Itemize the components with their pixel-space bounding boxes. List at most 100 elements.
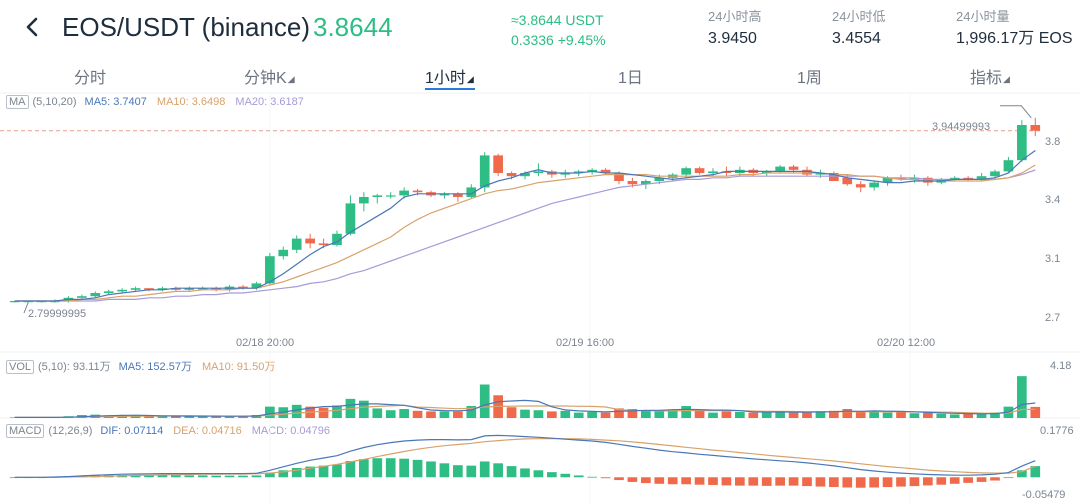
macd-bar	[936, 477, 947, 485]
candle-body	[761, 171, 772, 173]
macd-bar	[238, 475, 248, 478]
volume-bar	[667, 409, 678, 418]
candle-body	[305, 238, 315, 244]
volume-bar	[627, 409, 638, 418]
macd-bar	[963, 477, 973, 483]
tab-timeshare[interactable]: 分时	[74, 64, 106, 88]
volume-bar	[399, 409, 409, 418]
candle-body	[600, 169, 611, 173]
price-change: 0.3336 +9.45%	[511, 32, 606, 48]
macd-bar	[130, 474, 141, 478]
candle-body	[627, 181, 638, 185]
macd-bar	[1030, 466, 1041, 478]
tab-indicators[interactable]: 指标◢	[970, 64, 1010, 88]
macd-bar	[171, 475, 181, 478]
stat-24h-high-value: 3.9450	[708, 30, 757, 47]
macd-bar	[573, 475, 584, 478]
header: EOS/USDT (binance) 3.8644 ≈3.8644 USDT 0…	[0, 0, 1080, 58]
ma10-line	[14, 164, 1036, 302]
volume-bar	[788, 412, 799, 418]
candle-body	[855, 184, 866, 188]
macd-bar	[372, 458, 383, 478]
volume-bar	[600, 412, 611, 418]
volume-bar	[453, 411, 463, 418]
macd-bar	[681, 477, 691, 485]
chart-grid	[0, 92, 1080, 504]
macd-bar	[788, 477, 799, 486]
volume-pane	[9, 376, 1041, 418]
macd-bar	[600, 477, 611, 479]
tab-1-hour[interactable]: 1小时◢	[425, 64, 474, 88]
ma-params: (5,10,20)	[32, 96, 77, 108]
candle-body	[775, 166, 785, 172]
macd-bar	[385, 458, 396, 478]
macd-bar	[641, 477, 651, 484]
volume-bar	[359, 400, 369, 418]
candle-body	[493, 155, 503, 173]
tab-label: 1小时	[425, 70, 466, 87]
volume-bar	[641, 410, 651, 418]
macd-bar	[614, 477, 624, 481]
volume-bar	[976, 413, 987, 418]
volume-bar	[372, 408, 383, 418]
volume-bar	[560, 410, 571, 418]
candle-body	[923, 177, 933, 183]
time-axis-label: 02/20 12:00	[877, 337, 935, 349]
volume-bar	[291, 404, 302, 418]
candle-body	[909, 177, 920, 180]
macd-bar	[761, 477, 772, 486]
macd-bar	[265, 472, 275, 478]
volume-bar	[479, 384, 490, 418]
macd-bar	[345, 461, 356, 478]
macd-bar	[654, 477, 665, 484]
dropdown-triangle-icon: ◢	[466, 74, 474, 84]
volume-bar	[1030, 406, 1041, 418]
candle-body	[466, 187, 477, 197]
back-arrow-icon[interactable]	[22, 14, 44, 40]
macd-bar	[359, 459, 369, 478]
dea-line	[14, 437, 1036, 478]
vol-ma10-value: MA10: 91.50万	[201, 361, 276, 373]
candle-body	[345, 203, 356, 234]
price-pane	[9, 105, 1041, 314]
volume-bar	[171, 416, 181, 418]
macd-bar	[735, 477, 745, 486]
dea-value: DEA: 0.04716	[173, 425, 242, 437]
tab-1-week[interactable]: 1周	[797, 64, 822, 88]
tab-1-day[interactable]: 1日	[618, 64, 643, 88]
candle-body	[815, 173, 826, 175]
macd-bar	[251, 475, 262, 478]
volume-bar	[936, 413, 947, 418]
volume-bar	[211, 416, 221, 418]
macd-bar	[802, 477, 812, 487]
candle-body	[721, 171, 732, 173]
price-axis-label: 3.1	[1045, 253, 1060, 265]
macd-bar	[184, 475, 195, 478]
macd-value: MACD: 0.04796	[251, 425, 330, 437]
dropdown-triangle-icon: ◢	[1003, 74, 1010, 84]
candle-body	[533, 171, 544, 173]
macd-bar	[144, 474, 154, 478]
volume-bar	[385, 410, 396, 418]
macd-bar	[197, 475, 208, 478]
macd-bar	[453, 465, 463, 478]
stat-24h-low-value: 3.4554	[832, 30, 881, 47]
macd-bar	[493, 463, 503, 478]
volume-bar	[439, 411, 450, 418]
macd-bar	[318, 465, 329, 478]
candle-body	[708, 171, 718, 173]
tab-label: 分钟K	[244, 70, 287, 87]
price-axis-label: 3.4	[1045, 194, 1060, 206]
macd-bar	[909, 477, 920, 487]
vol-params: (5,10): 93.11万	[38, 361, 111, 373]
candle-body	[963, 177, 973, 180]
macd-bar	[1003, 477, 1014, 479]
active-tab-underline	[425, 88, 475, 90]
tab-minute-k[interactable]: 分钟K◢	[244, 64, 295, 88]
time-axis-label: 02/19 16:00	[556, 337, 614, 349]
volume-bar	[923, 412, 933, 418]
macd-bar	[533, 470, 544, 478]
candle-body	[265, 256, 275, 284]
stat-24h-low-label: 24小时低	[832, 9, 886, 24]
